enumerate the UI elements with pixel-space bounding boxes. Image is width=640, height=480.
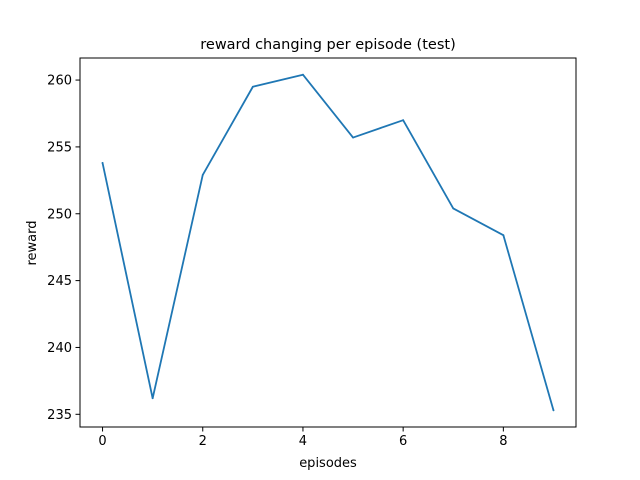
data-point — [302, 73, 304, 76]
data-point — [552, 409, 555, 412]
x-axis-label: episodes — [299, 456, 357, 471]
y-tick-label: 245 — [47, 274, 72, 289]
data-point — [101, 162, 104, 164]
data-point — [151, 397, 154, 400]
y-tick-label: 240 — [47, 341, 72, 356]
x-tick-label: 8 — [499, 434, 507, 449]
series-group — [101, 73, 555, 412]
x-axis: 0 2 4 6 8 — [98, 427, 507, 449]
y-axis-label: reward — [25, 220, 40, 265]
data-point — [352, 136, 354, 139]
chart-title: reward changing per episode (test) — [200, 37, 455, 53]
y-tick-label: 250 — [47, 207, 72, 222]
data-point — [251, 85, 254, 88]
x-tick-label: 4 — [299, 434, 307, 449]
y-tick-label: 255 — [47, 140, 72, 155]
x-tick-label: 0 — [98, 434, 106, 449]
y-tick-label: 235 — [47, 408, 72, 423]
data-point — [201, 174, 204, 176]
plot-frame — [79, 57, 577, 428]
data-point — [502, 234, 505, 237]
y-tick-label: 260 — [47, 74, 72, 89]
x-tick-label: 6 — [399, 434, 407, 449]
data-point — [452, 207, 455, 210]
x-tick-label: 2 — [199, 434, 207, 449]
plot-area: 0 2 4 6 8 235 240 245 250 255 260 — [47, 57, 577, 449]
data-point — [402, 119, 405, 122]
series-line — [101, 73, 555, 412]
y-axis: 235 240 245 250 255 260 — [47, 74, 80, 423]
